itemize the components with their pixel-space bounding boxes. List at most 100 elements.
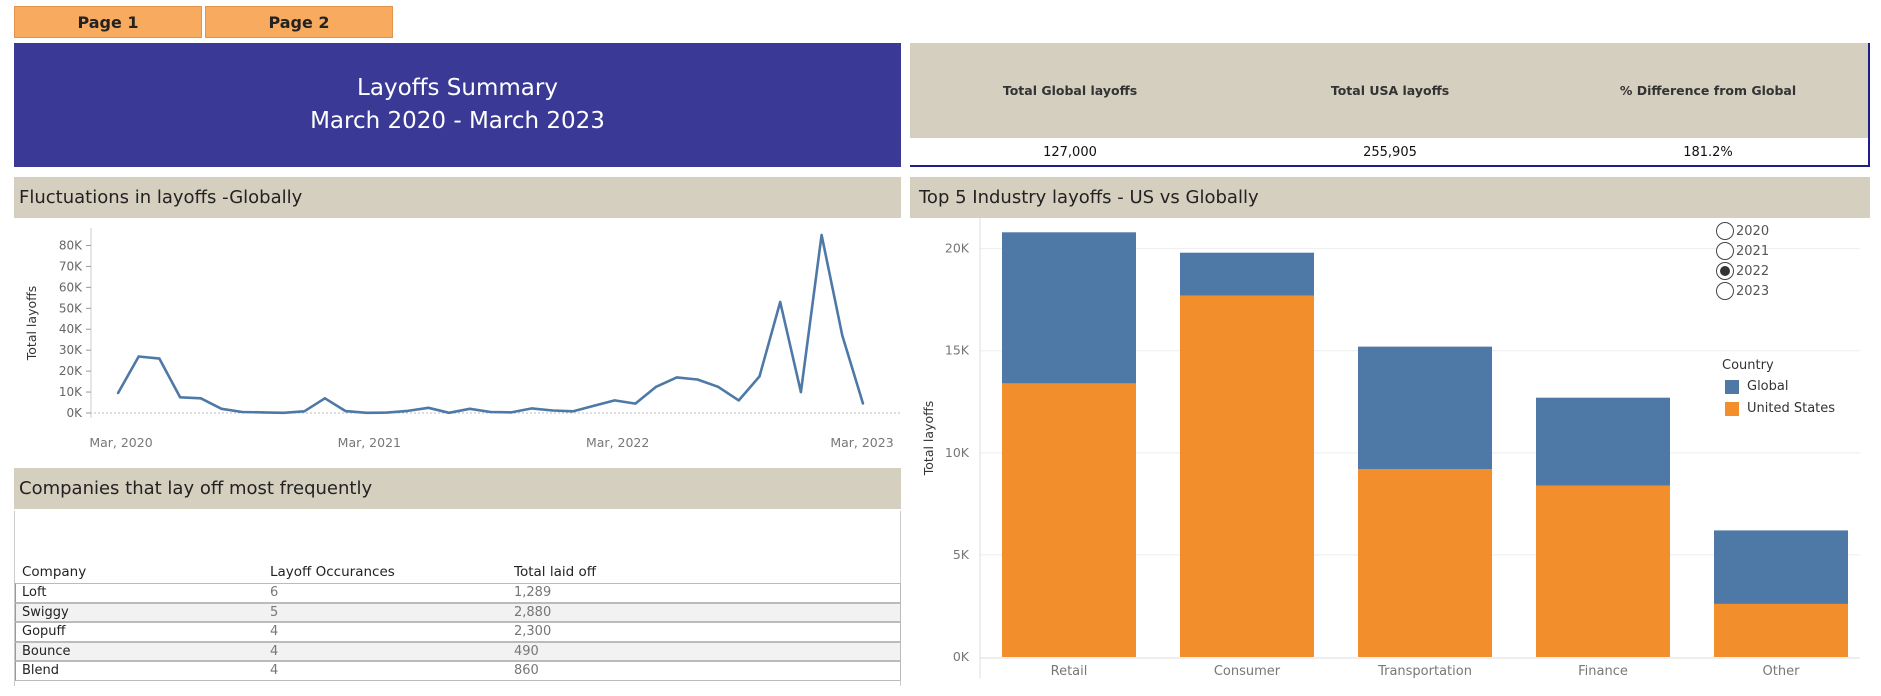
cell-company: Loft: [22, 585, 47, 600]
y-tick-label: 20K: [945, 241, 970, 256]
title-panel: Layoffs Summary March 2020 - March 2023: [14, 43, 901, 167]
cell-occurances: 5: [270, 604, 279, 620]
x-tick-label: Other: [1763, 664, 1801, 679]
year-option-label: 2022: [1736, 263, 1770, 279]
column-header-occurances[interactable]: Layoff Occurances: [270, 564, 395, 580]
cell-occurances: 6: [270, 585, 279, 600]
line-chart-header: Fluctuations in layoffs -Globally: [14, 177, 901, 218]
bar-global: [1180, 252, 1314, 296]
y-tick-label: 10K: [945, 445, 970, 460]
cell-company: Swiggy: [22, 604, 69, 620]
x-tick-label: Mar, 2021: [338, 435, 401, 450]
cell-occurances: 4: [270, 663, 279, 678]
table-row[interactable]: Blend 4 860: [15, 661, 901, 681]
kpi-label-usa: Total USA layoffs: [1330, 83, 1450, 98]
cell-company: Bounce: [22, 643, 71, 659]
data-point: [675, 376, 678, 379]
legend-swatch-global: [1725, 379, 1739, 394]
data-point: [468, 407, 472, 411]
legend-swatch-us: [1725, 401, 1739, 416]
column-header-company[interactable]: Company: [22, 564, 87, 580]
y-axis-label: Total layoffs: [24, 286, 39, 361]
data-point: [158, 357, 161, 360]
bar-chart-header: Top 5 Industry layoffs - US vs Globally: [910, 177, 1870, 218]
bar-global: [1358, 346, 1492, 470]
data-point: [572, 410, 575, 413]
legend-label: United States: [1747, 401, 1836, 416]
radio-icon[interactable]: [1716, 242, 1734, 260]
bar-global: [1536, 397, 1670, 486]
radio-icon[interactable]: [1716, 222, 1734, 240]
data-point: [137, 355, 140, 358]
data-point: [758, 375, 761, 378]
cell-total: 2,880: [514, 604, 552, 620]
table-row[interactable]: Bounce 4 490: [15, 641, 901, 661]
cell-company: Gopuff: [22, 624, 66, 639]
x-tick-label: Mar, 2020: [89, 435, 152, 450]
data-point: [323, 397, 327, 400]
cell-total: 860: [514, 663, 539, 678]
legend-item-global[interactable]: Global: [1725, 379, 1788, 394]
x-tick-label: Consumer: [1214, 664, 1281, 679]
kpi-label-difference: % Difference from Global: [1619, 83, 1797, 98]
bar-chart[interactable]: 0K 5K 10K 15K 20K Total layoffs Retail Consumer…: [910, 218, 1870, 688]
x-tick-label: Transportation: [1377, 664, 1472, 679]
bar-us: [1180, 295, 1314, 657]
cell-total: 1,289: [514, 585, 552, 600]
data-point: [116, 391, 120, 395]
bar-global: [1002, 232, 1136, 384]
y-tick-label: 5K: [953, 547, 970, 562]
y-tick-label: 15K: [945, 343, 970, 358]
bar-us: [1358, 469, 1492, 657]
line-chart[interactable]: 0K 10K 20K 30K 40K 50K 60K 70K 80K Total layoffs M…: [14, 218, 901, 458]
data-point: [779, 300, 782, 304]
y-tick-label: 0K: [953, 649, 970, 664]
year-option-2022[interactable]: 2022: [1716, 262, 1769, 280]
kpi-header: [910, 43, 1868, 138]
column-header-total[interactable]: Total laid off: [514, 564, 597, 580]
year-option-2020[interactable]: 2020: [1716, 222, 1769, 240]
data-point: [841, 334, 844, 337]
data-point: [282, 411, 285, 414]
y-tick-label: 0K: [66, 406, 83, 420]
data-point: [344, 409, 347, 413]
table-row[interactable]: Loft 6 1,289: [15, 583, 901, 603]
data-point: [861, 402, 865, 405]
radio-icon[interactable]: [1716, 282, 1734, 300]
data-point: [199, 397, 202, 400]
data-point: [592, 404, 596, 407]
cell-total: 2,300: [514, 624, 552, 639]
data-point: [385, 411, 389, 414]
radio-dot-icon: [1720, 266, 1730, 276]
data-point: [820, 233, 823, 237]
year-option-label: 2021: [1736, 243, 1770, 259]
tab-page-1[interactable]: Page 1: [14, 6, 202, 38]
year-option-2023[interactable]: 2023: [1716, 282, 1769, 300]
table-row[interactable]: Gopuff 4 2,300: [15, 622, 901, 642]
kpi-value-difference: 181.2%: [1683, 145, 1733, 160]
data-point: [178, 396, 182, 399]
data-point: [613, 399, 616, 402]
radio-selected-icon[interactable]: [1716, 262, 1734, 280]
y-tick-label: 50K: [59, 301, 83, 315]
companies-table: Company Layoff Occurances Total laid off…: [14, 511, 901, 686]
data-point: [240, 410, 244, 414]
data-point: [737, 399, 741, 402]
y-tick-label: 30K: [59, 343, 83, 357]
year-option-2021[interactable]: 2021: [1716, 242, 1769, 260]
y-tick-label: 60K: [59, 280, 83, 294]
data-point: [551, 409, 554, 412]
y-tick-label: 80K: [59, 238, 83, 252]
bar-us: [1714, 603, 1848, 657]
data-point: [489, 410, 492, 414]
table-row[interactable]: Swiggy 5 2,880: [15, 602, 901, 622]
kpi-label-global: Total Global layoffs: [1002, 83, 1138, 98]
cell-occurances: 4: [270, 624, 279, 639]
bar-global: [1714, 530, 1848, 604]
y-tick-label: 10K: [59, 385, 83, 399]
tab-page-2[interactable]: Page 2: [205, 6, 393, 38]
legend-item-us[interactable]: United States: [1725, 401, 1835, 416]
bar-us: [1536, 485, 1670, 657]
data-point: [530, 407, 534, 410]
bar-us: [1002, 383, 1136, 657]
